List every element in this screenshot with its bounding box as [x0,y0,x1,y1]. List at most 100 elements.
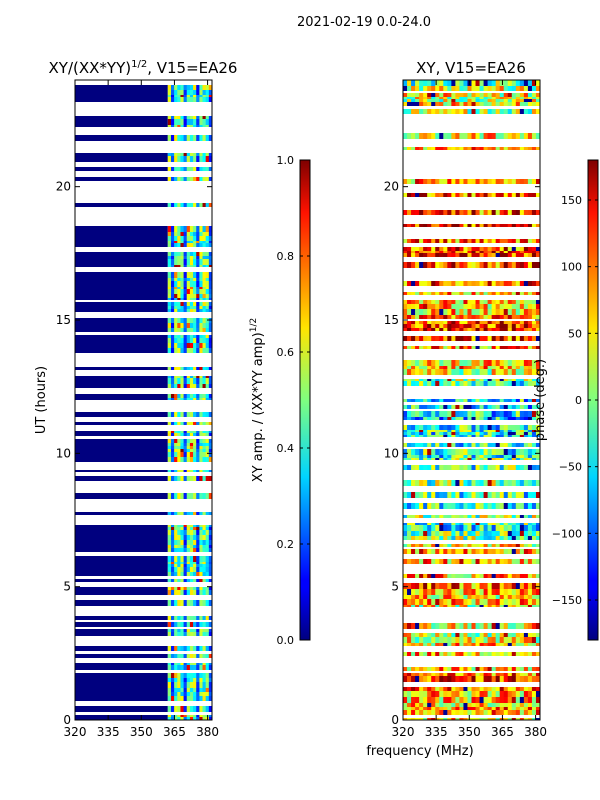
heat-cell [479,525,485,531]
heat-cell [202,167,207,171]
heat-cell [411,328,416,331]
heat-cell [431,300,436,304]
heat-cell [427,262,432,268]
heat-cell [531,239,537,243]
heat-cell [202,125,207,127]
heat-cell [174,717,178,720]
heat-cell [202,600,207,606]
heat-cell [403,633,408,637]
heat-cell [491,549,497,554]
heat-cell [419,667,424,671]
heat-cell [463,443,468,447]
heat-cell [403,676,408,682]
heat-cell [475,443,481,447]
heat-cell [483,425,489,430]
heat-cell [491,281,497,286]
heat-cell [167,587,172,590]
heat-cell [193,232,197,236]
heat-cell [475,455,481,458]
heat-cell [503,523,509,525]
colorbar-tick-label: 50 [568,327,582,340]
heat-cell [183,135,188,141]
heat-cell [531,328,537,331]
heat-cell [167,294,172,298]
heat-cell [443,691,448,697]
heat-cell [519,583,525,589]
heat-cell [467,292,472,295]
heat-cell [443,544,448,547]
heat-cell [443,425,448,430]
heat-cell [523,465,529,470]
heat-cell [519,652,525,656]
heat-cell [479,710,485,715]
heat-cell [507,703,513,707]
heat-cell [531,346,537,349]
heat-cell [435,147,440,150]
heat-cell [403,336,408,341]
heat-cell [186,682,191,688]
heat-cell [431,710,436,715]
heat-cell [475,193,481,197]
heat-cell [196,272,200,278]
heat-cell [170,545,175,548]
heat-cell [503,417,509,420]
heat-cell [487,583,493,589]
heat-cell [183,116,188,119]
heat-cell [511,247,517,251]
heat-cell [459,179,464,184]
heat-cell [491,133,497,139]
heat-cell [205,289,210,294]
heat-cell [519,687,525,691]
heat-cell [523,99,529,102]
heat-cell [170,452,175,457]
heat-cell [75,302,168,306]
heat-cell [519,379,525,381]
heat-cell [467,369,472,375]
heat-cell [467,707,472,710]
heat-cell [199,470,204,472]
heat-cell [503,676,509,682]
heat-cell [411,239,416,243]
heat-cell [189,632,194,636]
heat-cell [167,236,172,241]
left-panel: XY/(XX*YY)1/2, V15=EA26 320 335 350 365 380 … [34,59,237,739]
heat-cell [208,394,212,398]
heat-cell [196,85,200,90]
heat-cell [519,435,525,437]
heat-cell [208,226,212,232]
heat-cell [499,379,505,381]
heat-cell [503,179,509,184]
heat-cell [202,338,207,343]
heat-cell [523,210,529,215]
heat-cell [471,443,477,447]
heat-cell [451,109,456,114]
heat-cell [75,646,168,651]
heat-cell [523,637,529,643]
heat-cell [483,559,489,564]
heat-cell [443,574,448,578]
heat-cell [174,289,178,294]
heat-cell [167,470,172,472]
heat-cell [467,703,472,707]
heat-cell [423,381,428,386]
heat-cell [205,540,210,545]
heat-cell [419,251,424,253]
heat-cell [475,369,481,375]
heat-cell [177,335,181,338]
heat-cell [186,278,191,281]
heat-cell [515,515,521,518]
heat-cell [459,432,464,435]
heat-cell [499,179,505,184]
heat-cell [177,600,181,606]
heat-cell [495,262,501,268]
heat-cell [419,449,424,455]
heat-cell [487,324,493,328]
heat-cell [527,691,533,697]
heat-cell [475,304,481,309]
heat-cell [435,523,440,525]
heat-cell [186,470,191,472]
heat-cell [447,652,452,656]
heat-cell [503,80,509,86]
heat-cell [189,398,194,400]
heat-cell [183,632,188,636]
